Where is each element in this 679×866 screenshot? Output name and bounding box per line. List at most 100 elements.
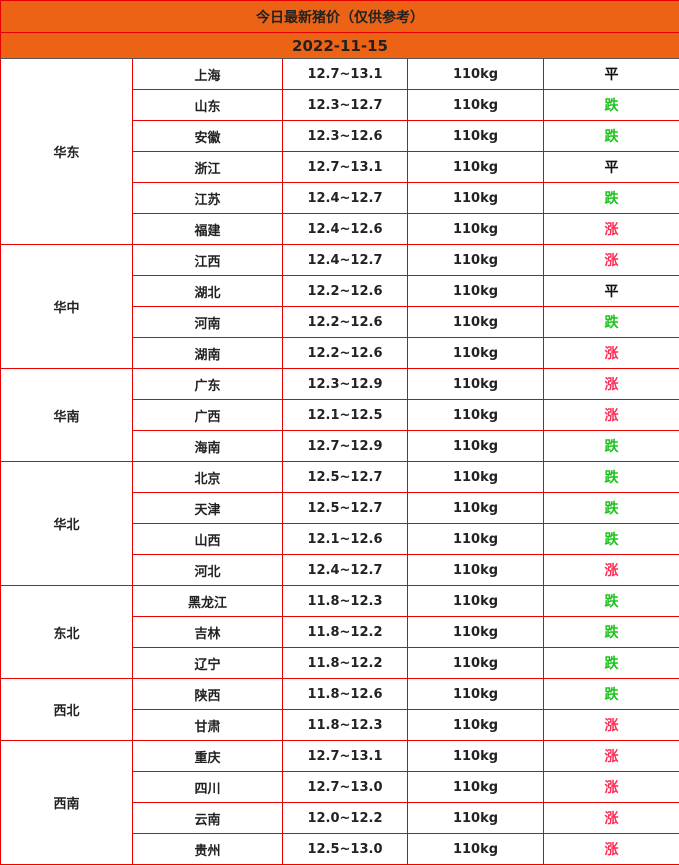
price-range-cell: 11.8~12.3 (282, 585, 408, 617)
table-row: 天津 12.5~12.7 110kg 跌 (1, 492, 679, 524)
trend-cell: 跌 (542, 492, 679, 524)
trend-cell: 跌 (542, 430, 679, 462)
price-range-cell: 12.3~12.6 (282, 120, 408, 152)
trend-cell: 平 (542, 58, 679, 90)
weight-cell: 110kg (407, 740, 544, 772)
table-row: 湖南 12.2~12.6 110kg 涨 (1, 337, 679, 369)
price-range-cell: 12.7~13.1 (282, 740, 408, 772)
price-range-cell: 12.4~12.7 (282, 244, 408, 276)
trend-cell: 涨 (542, 368, 679, 400)
province-cell: 福建 (132, 213, 283, 245)
trend-cell: 涨 (542, 709, 679, 741)
weight-cell: 110kg (407, 58, 544, 90)
region-cell: 华中 (0, 244, 133, 369)
price-range-cell: 12.7~13.1 (282, 151, 408, 183)
trend-cell: 涨 (542, 833, 679, 865)
trend-cell: 平 (542, 151, 679, 183)
price-range-cell: 12.4~12.7 (282, 182, 408, 214)
region-cell: 华北 (0, 461, 133, 586)
table-row: 华东 上海 12.7~13.1 110kg 平 (0, 58, 679, 245)
price-range-cell: 12.2~12.6 (282, 306, 408, 338)
region-cell: 西南 (0, 740, 133, 865)
price-range-cell: 12.2~12.6 (282, 337, 408, 369)
trend-cell: 涨 (542, 554, 679, 586)
province-cell: 湖北 (132, 275, 283, 307)
trend-cell: 涨 (542, 771, 679, 803)
province-cell: 黑龙江 (132, 585, 283, 617)
trend-cell: 涨 (542, 337, 679, 369)
price-range-cell: 11.8~12.2 (282, 647, 408, 679)
trend-cell: 跌 (542, 647, 679, 679)
price-range-cell: 11.8~12.3 (282, 709, 408, 741)
price-range-cell: 11.8~12.6 (282, 678, 408, 710)
weight-cell: 110kg (407, 616, 544, 648)
table-row: 浙江 12.7~13.1 110kg 平 (1, 151, 679, 183)
province-cell: 贵州 (132, 833, 283, 865)
weight-cell: 110kg (407, 306, 544, 338)
weight-cell: 110kg (407, 833, 544, 865)
weight-cell: 110kg (407, 368, 544, 400)
weight-cell: 110kg (407, 554, 544, 586)
province-cell: 安徽 (132, 120, 283, 152)
weight-cell: 110kg (407, 709, 544, 741)
weight-cell: 110kg (407, 492, 544, 524)
trend-cell: 跌 (542, 461, 679, 493)
weight-cell: 110kg (407, 461, 544, 493)
province-cell: 云南 (132, 802, 283, 834)
table-row: 山西 12.1~12.6 110kg 跌 (1, 523, 679, 555)
province-cell: 重庆 (132, 740, 283, 772)
table-row: 云南 12.0~12.2 110kg 涨 (1, 802, 679, 834)
price-range-cell: 12.3~12.9 (282, 368, 408, 400)
price-range-cell: 12.2~12.6 (282, 275, 408, 307)
region-cell: 东北 (0, 585, 133, 679)
table-row: 华南 广东 12.3~12.9 110kg 涨 (0, 368, 679, 462)
trend-cell: 跌 (542, 89, 679, 121)
table-row: 福建 12.4~12.6 110kg 涨 (1, 213, 679, 245)
table-row: 江苏 12.4~12.7 110kg 跌 (1, 182, 679, 214)
weight-cell: 110kg (407, 120, 544, 152)
price-range-cell: 12.1~12.5 (282, 399, 408, 431)
province-cell: 河北 (132, 554, 283, 586)
price-range-cell: 12.4~12.7 (282, 554, 408, 586)
price-range-cell: 12.7~12.9 (282, 430, 408, 462)
table-row: 辽宁 11.8~12.2 110kg 跌 (1, 647, 679, 679)
weight-cell: 110kg (407, 678, 544, 710)
weight-cell: 110kg (407, 182, 544, 214)
weight-cell: 110kg (407, 89, 544, 121)
table-row: 西南 重庆 12.7~13.1 110kg 涨 (0, 740, 679, 865)
province-cell: 湖南 (132, 337, 283, 369)
trend-cell: 涨 (542, 802, 679, 834)
table-row: 湖北 12.2~12.6 110kg 平 (1, 275, 679, 307)
trend-cell: 涨 (542, 740, 679, 772)
table-row: 山东 12.3~12.7 110kg 跌 (1, 89, 679, 121)
weight-cell: 110kg (407, 647, 544, 679)
weight-cell: 110kg (407, 151, 544, 183)
table-row: 甘肃 11.8~12.3 110kg 涨 (1, 709, 679, 741)
price-range-cell: 12.3~12.7 (282, 89, 408, 121)
province-cell: 浙江 (132, 151, 283, 183)
province-cell: 四川 (132, 771, 283, 803)
province-cell: 辽宁 (132, 647, 283, 679)
table-row: 河南 12.2~12.6 110kg 跌 (1, 306, 679, 338)
price-range-cell: 12.0~12.2 (282, 802, 408, 834)
trend-cell: 涨 (542, 213, 679, 245)
trend-cell: 跌 (542, 616, 679, 648)
trend-cell: 跌 (542, 523, 679, 555)
weight-cell: 110kg (407, 585, 544, 617)
province-cell: 陕西 (132, 678, 283, 710)
weight-cell: 110kg (407, 213, 544, 245)
weight-cell: 110kg (407, 523, 544, 555)
trend-cell: 跌 (542, 120, 679, 152)
trend-cell: 跌 (542, 182, 679, 214)
price-range-cell: 12.7~13.1 (282, 58, 408, 90)
province-cell: 山东 (132, 89, 283, 121)
region-cell: 华东 (0, 58, 133, 245)
table-title: 今日最新猪价（仅供参考） (0, 0, 679, 33)
trend-cell: 涨 (542, 244, 679, 276)
weight-cell: 110kg (407, 802, 544, 834)
province-cell: 吉林 (132, 616, 283, 648)
region-cell: 西北 (0, 678, 133, 741)
trend-cell: 涨 (542, 399, 679, 431)
table-row: 贵州 12.5~13.0 110kg 涨 (1, 833, 679, 865)
